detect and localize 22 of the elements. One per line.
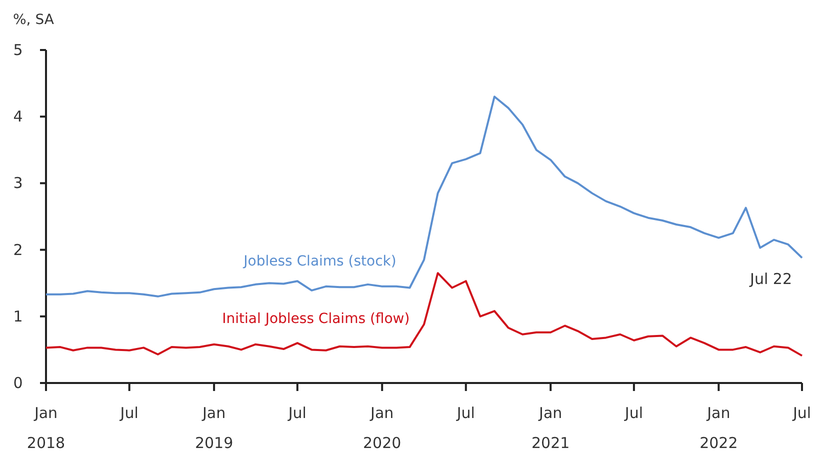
y-axis-title: %, SA — [13, 12, 54, 28]
series-label: Jobless Claims (stock) — [242, 253, 396, 270]
line-series — [45, 96, 803, 298]
y-tick-label: 3 — [13, 174, 23, 192]
x-tick-label: Jan 2018 — [26, 404, 66, 452]
x-tick-label: Jul — [792, 404, 812, 422]
y-tick-label: 0 — [13, 374, 23, 392]
x-tick-label: Jul — [624, 404, 644, 422]
line-series — [45, 272, 803, 357]
x-tick-label: Jan 2019 — [194, 404, 234, 452]
y-tick-label: 2 — [13, 240, 23, 259]
y-tick-label: 5 — [13, 41, 23, 59]
x-tick-label: Jul — [119, 404, 138, 422]
annotation: Jul 22 — [749, 270, 792, 288]
series-label: Initial Jobless Claims (flow) — [222, 311, 410, 328]
x-tick-label: Jul — [287, 404, 306, 422]
x-tick-label: Jan 2020 — [363, 404, 402, 452]
x-tick-label: Jan 2022 — [700, 404, 738, 452]
y-tick-label: 1 — [13, 307, 23, 326]
y-tick-label: 4 — [13, 108, 23, 126]
x-tick-label: Jul — [456, 404, 475, 422]
x-tick-label: Jan 2021 — [532, 404, 570, 452]
